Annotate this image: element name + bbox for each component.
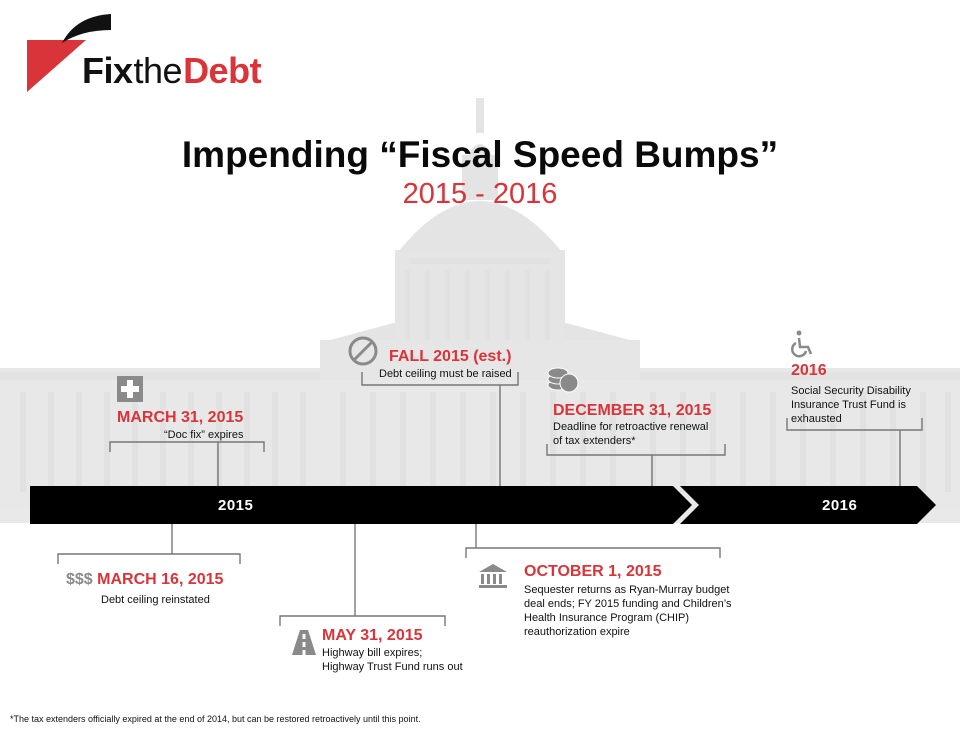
event-2016-desc-line: Insurance Trust Fund is (791, 399, 906, 411)
lower-connectors (57, 524, 721, 626)
event-may31-desc-line: Highway bill expires; (322, 647, 423, 659)
event-fall2015-date: FALL 2015 (est.) (389, 348, 512, 365)
event-oct1-desc-line: deal ends; FY 2015 funding and Children’… (524, 598, 732, 610)
page-subtitle: 2015 - 2016 (402, 178, 558, 210)
bank-icon (479, 564, 507, 588)
event-2016-desc-line: exhausted (791, 413, 842, 425)
event-march31-date: MARCH 31, 2015 (117, 409, 244, 426)
bracket-fall2015 (361, 372, 519, 486)
event-march16-heading: $$$ MARCH 16, 2015 (66, 571, 223, 589)
event-may31-desc-line: Highway Trust Fund runs out (322, 661, 463, 673)
event-dec31-desc: Deadline for retroactive renewal of tax … (553, 420, 708, 448)
event-march16-desc: Debt ceiling reinstated (101, 594, 210, 606)
event-may31-desc: Highway bill expires; Highway Trust Fund… (322, 646, 463, 674)
bracket-may31 (279, 524, 446, 626)
event-oct1-date: OCTOBER 1, 2015 (524, 563, 662, 580)
bracket-dec31 (546, 444, 726, 486)
dollar-signs-icon: $$$ (66, 571, 93, 588)
event-march16-date: MARCH 16, 2015 (97, 571, 224, 588)
coins-icon (547, 367, 579, 393)
bracket-2016 (786, 418, 923, 486)
event-fall2015-desc: Debt ceiling must be raised (379, 368, 512, 380)
event-2016-date: 2016 (791, 362, 827, 379)
footnote: *The tax extenders officially expired at… (10, 714, 421, 724)
timeline-bar (30, 486, 936, 524)
logo-fix: Fix (82, 50, 133, 91)
event-oct1-desc-line: Sequester returns as Ryan-Murray budget (524, 584, 730, 596)
event-dec31-desc-line: of tax extenders* (553, 435, 636, 447)
event-march31-desc: “Doc fix” expires (164, 429, 244, 441)
event-dec31-desc-line: Deadline for retroactive renewal (553, 421, 709, 433)
event-2016-desc-line: Social Security Disability (791, 385, 911, 397)
event-2016-desc: Social Security Disability Insurance Tru… (791, 384, 911, 426)
highway-icon (292, 630, 316, 655)
event-oct1-desc-line: Health Insurance Program (CHIP) (524, 612, 690, 624)
medical-cross-icon (117, 376, 143, 402)
event-dec31-date: DECEMBER 31, 2015 (553, 402, 712, 419)
event-oct1-desc: Sequester returns as Ryan-Murray budget … (524, 583, 732, 639)
bracket-march31 (109, 441, 265, 486)
prohibited-icon (348, 336, 378, 366)
event-may31-date: MAY 31, 2015 (322, 627, 423, 644)
fix-the-debt-logo-mark (27, 14, 111, 92)
bracket-oct1 (465, 524, 721, 558)
upper-connectors (109, 372, 923, 486)
page-title: Impending “Fiscal Speed Bumps” (181, 134, 779, 175)
timeline-year-2015: 2015 (218, 497, 254, 514)
timeline-year-2016: 2016 (822, 497, 858, 514)
logo-the: the (133, 50, 183, 91)
logo-debt: Debt (183, 50, 262, 91)
logo-wordmark: FixtheDebt (82, 50, 262, 92)
bracket-march16 (57, 524, 241, 564)
wheelchair-icon (791, 330, 813, 358)
event-oct1-desc-line: reauthorization expire (524, 626, 630, 638)
